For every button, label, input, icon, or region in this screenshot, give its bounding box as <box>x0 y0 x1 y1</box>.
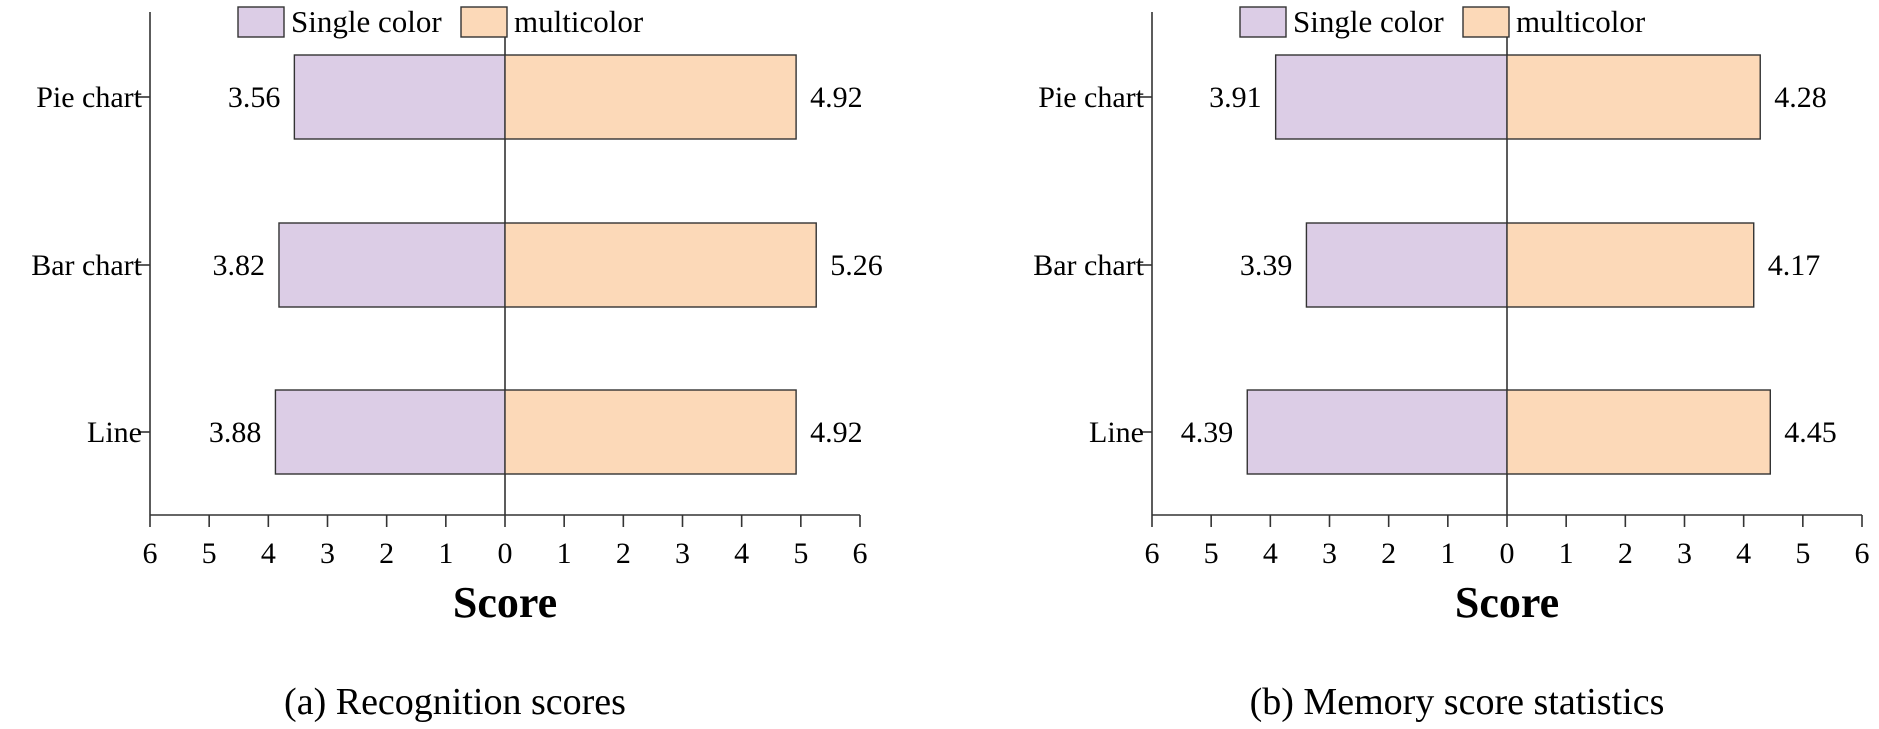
x-tick-label: 3 <box>1677 537 1692 570</box>
category-label: Pie chart <box>1038 81 1144 114</box>
category-label: Bar chart <box>1033 249 1144 282</box>
x-tick-label: 2 <box>616 537 631 570</box>
data-label: 3.39 <box>1240 249 1293 282</box>
caption: (a) Recognition scores <box>284 681 626 723</box>
bar-multicolor <box>504 54 797 140</box>
legend-swatch <box>1239 6 1287 38</box>
x-tick-label: 3 <box>675 537 690 570</box>
category-label: Line <box>87 416 142 449</box>
x-tick-label: 5 <box>202 537 217 570</box>
data-label: 5.26 <box>830 249 883 282</box>
x-tick-label: 5 <box>1795 537 1810 570</box>
x-tick-label: 6 <box>1145 537 1160 570</box>
x-tick-label: 1 <box>557 537 572 570</box>
x-tick-label: 4 <box>734 537 749 570</box>
data-label: 4.28 <box>1774 81 1827 114</box>
x-tick-label: 2 <box>1381 537 1396 570</box>
x-tick-label: 6 <box>853 537 868 570</box>
x-tick-label: 4 <box>1736 537 1751 570</box>
bar-single-color <box>1246 389 1508 475</box>
bar-multicolor <box>1506 222 1755 308</box>
chart-panel-2: 6 5 4 3 2 1 0 1 2 3 4 5 6 Score Pie chart Bar chart Line… <box>1033 4 1869 723</box>
data-label: 3.88 <box>209 416 262 449</box>
x-tick-label: 1 <box>1440 537 1455 570</box>
chart-panel-1: 6 5 4 3 2 1 0 1 2 3 4 5 6 Score Pie chart Bar chart Line… <box>31 4 882 723</box>
bar-single-color <box>1305 222 1508 308</box>
legend-label: Single color <box>291 4 442 39</box>
legend-swatch <box>237 6 285 38</box>
legend-label: multicolor <box>514 4 644 39</box>
legend: Single color multicolor <box>1239 4 1646 39</box>
data-label: 4.17 <box>1768 249 1821 282</box>
data-label: 4.92 <box>810 81 863 114</box>
bar-single-color <box>274 389 506 475</box>
category-label: Bar chart <box>31 249 142 282</box>
category-label: Line <box>1089 416 1144 449</box>
x-tick-label: 1 <box>1559 537 1574 570</box>
legend-label: Single color <box>1293 4 1444 39</box>
x-tick-label: 3 <box>1322 537 1337 570</box>
x-tick-label: 5 <box>793 537 808 570</box>
legend: Single color multicolor <box>237 4 644 39</box>
data-label: 4.39 <box>1181 416 1234 449</box>
data-label: 3.82 <box>212 249 265 282</box>
data-label: 4.92 <box>810 416 863 449</box>
x-tick-label: 5 <box>1204 537 1219 570</box>
x-tick-label: 3 <box>320 537 335 570</box>
data-label: 3.91 <box>1209 81 1262 114</box>
legend-label: multicolor <box>1516 4 1646 39</box>
bar-single-color <box>293 54 506 140</box>
legend-swatch <box>460 6 508 38</box>
bar-multicolor <box>1506 389 1771 475</box>
x-tick-label: 4 <box>1263 537 1278 570</box>
x-tick-label: 6 <box>143 537 158 570</box>
x-tick-label: 2 <box>379 537 394 570</box>
x-tick-label: 0 <box>498 537 513 570</box>
x-tick-label: 0 <box>1500 537 1515 570</box>
data-label: 3.56 <box>228 81 281 114</box>
caption: (b) Memory score statistics <box>1250 681 1665 723</box>
bar-multicolor <box>504 222 817 308</box>
x-tick-label: 6 <box>1855 537 1870 570</box>
legend-swatch <box>1462 6 1510 38</box>
bar-multicolor <box>1506 54 1761 140</box>
data-label: 4.45 <box>1784 416 1837 449</box>
x-tick-label: 2 <box>1618 537 1633 570</box>
bar-single-color <box>1274 54 1508 140</box>
x-axis-title: Score <box>1455 578 1559 627</box>
x-axis-title: Score <box>453 578 557 627</box>
x-tick-label: 1 <box>438 537 453 570</box>
bar-multicolor <box>504 389 797 475</box>
x-tick-label: 4 <box>261 537 276 570</box>
bar-single-color <box>278 222 506 308</box>
category-label: Pie chart <box>36 81 142 114</box>
